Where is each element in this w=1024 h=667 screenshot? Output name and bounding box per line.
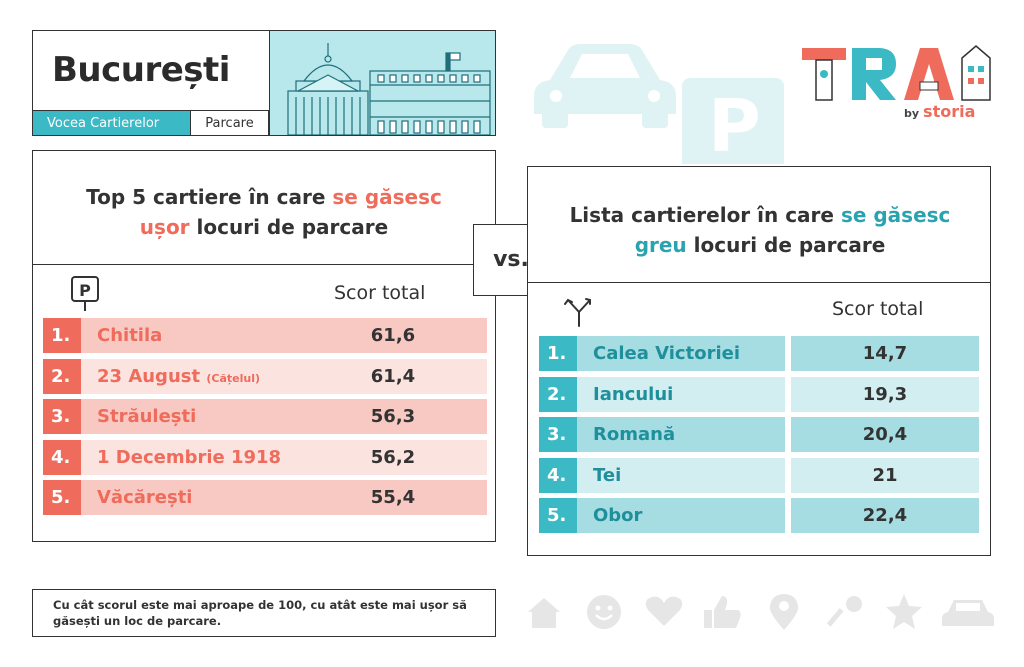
neighborhood-name: Romană xyxy=(577,417,785,452)
neighborhood-label: Chitila xyxy=(97,325,163,346)
rank-number: 5. xyxy=(43,480,81,515)
footer-note: Cu cât scorul este mai aproape de 100, c… xyxy=(32,589,496,637)
key-icon xyxy=(826,596,862,627)
tag-vocea-cartierelor: Vocea Cartierelor xyxy=(33,110,191,135)
rank-number: 4. xyxy=(43,439,81,475)
rank-number: 1. xyxy=(43,318,81,353)
left-score-header: Scor total xyxy=(334,282,426,304)
road-fork-icon xyxy=(562,294,596,332)
list-item: 1. Chitila 61,6 xyxy=(43,318,487,353)
score-value: 61,4 xyxy=(299,358,487,394)
score-value: 14,7 xyxy=(791,336,979,371)
car-decor-icon xyxy=(530,40,680,134)
list-item: 3. Romană 20,4 xyxy=(539,417,979,452)
storia-label: storia xyxy=(923,102,976,121)
parking-sign-icon: P xyxy=(70,276,100,316)
rank-number: 1. xyxy=(539,336,577,371)
parking-decor-sign xyxy=(682,78,784,164)
title-highlight: ușor xyxy=(139,215,190,239)
tag-parcare: Parcare xyxy=(191,110,269,135)
neighborhood-label: Tei xyxy=(593,464,622,486)
score-value: 56,3 xyxy=(299,399,487,434)
star-icon xyxy=(886,594,922,629)
parking-decor-letter: P xyxy=(708,84,761,168)
neighborhood-label: Iancului xyxy=(593,383,674,405)
neighborhood-label: Calea Victoriei xyxy=(593,343,740,364)
hard-parking-title: Lista cartierelor în care se găsesc greu… xyxy=(540,200,980,260)
title-text: Top 5 cartiere în care xyxy=(86,185,333,209)
panel-divider xyxy=(527,282,991,283)
city-title: București xyxy=(52,50,230,90)
neighborhood-label: 1 Decembrie 1918 xyxy=(97,446,282,468)
right-score-header: Scor total xyxy=(832,298,924,320)
list-item: 5. Obor 22,4 xyxy=(539,498,979,533)
location-pin-icon xyxy=(769,594,799,630)
list-item: 1. Calea Victoriei 14,7 xyxy=(539,336,979,371)
neighborhood-label: 23 August xyxy=(97,365,201,387)
score-value: 20,4 xyxy=(791,417,979,452)
rank-number: 4. xyxy=(539,457,577,493)
rank-number: 2. xyxy=(43,358,81,394)
smile-icon xyxy=(587,595,621,629)
neighborhood-label: Străulești xyxy=(97,406,197,427)
rank-number: 3. xyxy=(43,399,81,434)
heart-icon xyxy=(645,596,683,626)
title-highlight: se găsesc xyxy=(840,203,951,227)
title-text: locuri de parcare xyxy=(686,233,886,257)
home-icon xyxy=(528,598,560,628)
title-text: Lista cartierelor în care xyxy=(569,203,841,227)
neighborhood-name: Văcărești xyxy=(81,480,331,515)
neighborhood-name: Obor xyxy=(577,498,785,533)
thumbs-up-icon xyxy=(704,596,741,628)
title-highlight: greu xyxy=(634,233,687,257)
list-item: 4. Tei 21 xyxy=(539,457,979,493)
list-item: 3. Străulești 56,3 xyxy=(43,399,487,434)
neighborhood-label: Obor xyxy=(593,505,643,526)
panel-divider xyxy=(32,264,496,265)
trai-logo xyxy=(800,44,994,102)
neighborhood-name: Calea Victoriei xyxy=(577,336,785,371)
rank-number: 2. xyxy=(539,376,577,412)
neighborhood-name: 1 Decembrie 1918 xyxy=(81,439,331,475)
neighborhood-name: Iancului xyxy=(577,376,785,412)
score-value: 19,3 xyxy=(791,376,979,412)
list-item: 4. 1 Decembrie 1918 56,2 xyxy=(43,439,487,475)
list-item: 2. 23 August (Cățelul) 61,4 xyxy=(43,358,487,394)
neighborhood-note: (Cățelul) xyxy=(206,371,261,385)
score-value: 55,4 xyxy=(299,480,487,515)
neighborhood-name: Chitila xyxy=(81,318,331,353)
easy-parking-title: Top 5 cartiere în care se găsesc ușor lo… xyxy=(40,182,488,242)
parking-sign-letter: P xyxy=(79,281,91,300)
by-label: by xyxy=(904,107,920,120)
bottom-icon-row xyxy=(524,592,994,632)
title-text: locuri de parcare xyxy=(189,215,389,239)
by-storia-brand: by storia xyxy=(904,102,975,121)
list-item: 5. Văcărești 55,4 xyxy=(43,480,487,515)
list-item: 2. Iancului 19,3 xyxy=(539,376,979,412)
rank-number: 3. xyxy=(539,417,577,452)
score-value: 56,2 xyxy=(299,439,487,475)
score-value: 61,6 xyxy=(299,318,487,353)
hard-parking-list: 1. Calea Victoriei 14,7 2. Iancului 19,3 3. Rom… xyxy=(539,336,979,536)
easy-parking-list: 1. Chitila 61,6 2. 23 August (Cățelul) 61,4 3.… xyxy=(43,318,487,518)
score-value: 22,4 xyxy=(791,498,979,533)
palace-illustration xyxy=(269,31,495,135)
neighborhood-name: 23 August (Cățelul) xyxy=(81,358,331,394)
score-value: 21 xyxy=(791,457,979,493)
neighborhood-label: Romană xyxy=(593,424,676,445)
neighborhood-name: Străulești xyxy=(81,399,331,434)
car-icon xyxy=(942,600,994,626)
rank-number: 5. xyxy=(539,498,577,533)
neighborhood-label: Văcărești xyxy=(97,487,193,508)
title-highlight: se găsesc xyxy=(332,185,442,209)
neighborhood-name: Tei xyxy=(577,457,785,493)
